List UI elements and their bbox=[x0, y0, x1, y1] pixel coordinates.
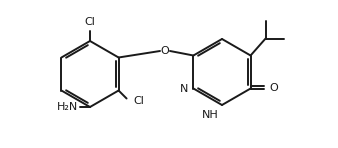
Text: Cl: Cl bbox=[134, 95, 144, 106]
Text: Cl: Cl bbox=[84, 17, 95, 27]
Text: N: N bbox=[180, 83, 188, 94]
Text: O: O bbox=[161, 46, 169, 56]
Text: O: O bbox=[270, 82, 278, 92]
Text: NH: NH bbox=[202, 110, 219, 120]
Text: H₂N: H₂N bbox=[57, 102, 78, 112]
